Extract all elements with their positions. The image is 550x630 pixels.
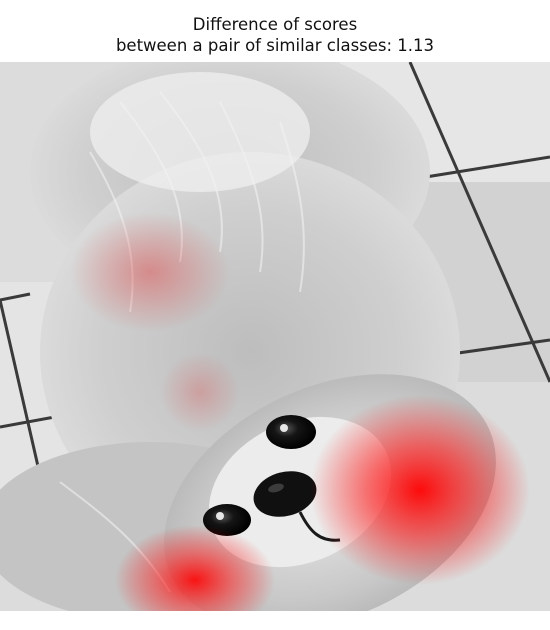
heatmap-image [0, 62, 550, 611]
figure-title: Difference of scores between a pair of s… [0, 14, 550, 56]
dog-photo [0, 62, 550, 611]
title-line-2: between a pair of similar classes: 1.13 [115, 36, 435, 55]
title-line-1: Difference of scores [192, 15, 358, 34]
heatmap-overlay [70, 212, 530, 611]
